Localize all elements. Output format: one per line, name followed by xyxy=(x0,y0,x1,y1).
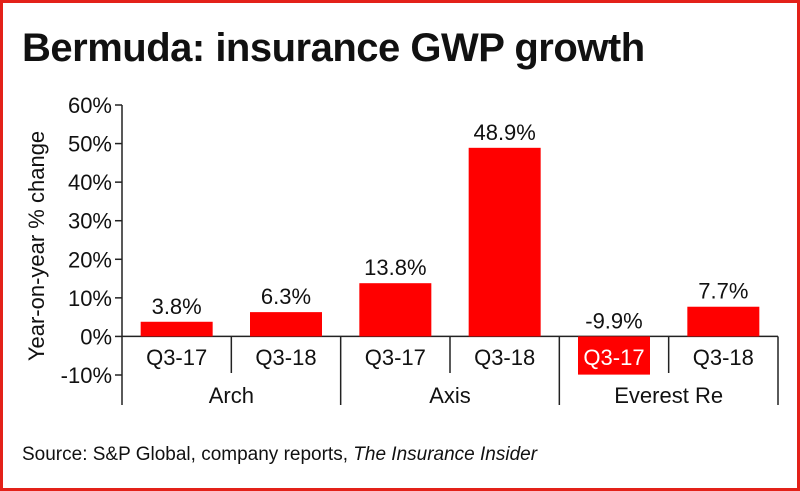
x-tick-label: Q3-17 xyxy=(146,345,207,370)
x-tick-label: Q3-18 xyxy=(474,345,535,370)
y-tick-label: 30% xyxy=(68,209,112,234)
source-text: Source: S&P Global, company reports, xyxy=(22,444,354,465)
plot-area: 60% 50% 40% 30% 20% 10% 0% -10% 3.8% Q3-17 6.3% Q3-… xyxy=(61,93,779,408)
x-tick-label: Q3-18 xyxy=(255,345,316,370)
data-label: 48.9% xyxy=(473,120,535,145)
data-label: 13.8% xyxy=(364,255,426,280)
source-note: Source: S&P Global, company reports, The… xyxy=(22,444,537,466)
group-label: Everest Re xyxy=(614,383,723,408)
x-tick-label: Q3-17 xyxy=(583,345,644,370)
data-label: 7.7% xyxy=(698,279,748,304)
bar xyxy=(468,147,541,337)
y-tick-label: 50% xyxy=(68,132,112,157)
y-axis-label: Year-on-year % change xyxy=(24,131,49,361)
data-label: -9.9% xyxy=(585,308,642,333)
bar xyxy=(687,306,760,337)
y-axis-label-group: Year-on-year % change xyxy=(24,131,49,361)
bar xyxy=(578,336,650,375)
bar xyxy=(250,312,322,337)
bar xyxy=(140,321,213,337)
y-tick-label: 20% xyxy=(68,247,112,272)
source-publication: The Insurance Insider xyxy=(353,444,538,465)
chart-title: Bermuda: insurance GWP growth xyxy=(22,26,645,70)
data-label: 6.3% xyxy=(261,284,311,309)
group-label: Arch xyxy=(209,383,254,408)
group-label: Axis xyxy=(429,383,471,408)
y-tick-label: 0% xyxy=(80,324,112,349)
y-tick-label: 60% xyxy=(68,93,112,118)
data-label: 3.8% xyxy=(152,294,202,319)
y-tick-label: 10% xyxy=(68,286,112,311)
y-tick-label: 40% xyxy=(68,170,112,195)
y-tick-label: -10% xyxy=(61,363,112,388)
x-tick-label: Q3-17 xyxy=(365,345,426,370)
x-tick-label: Q3-18 xyxy=(693,345,754,370)
bar xyxy=(359,283,432,337)
